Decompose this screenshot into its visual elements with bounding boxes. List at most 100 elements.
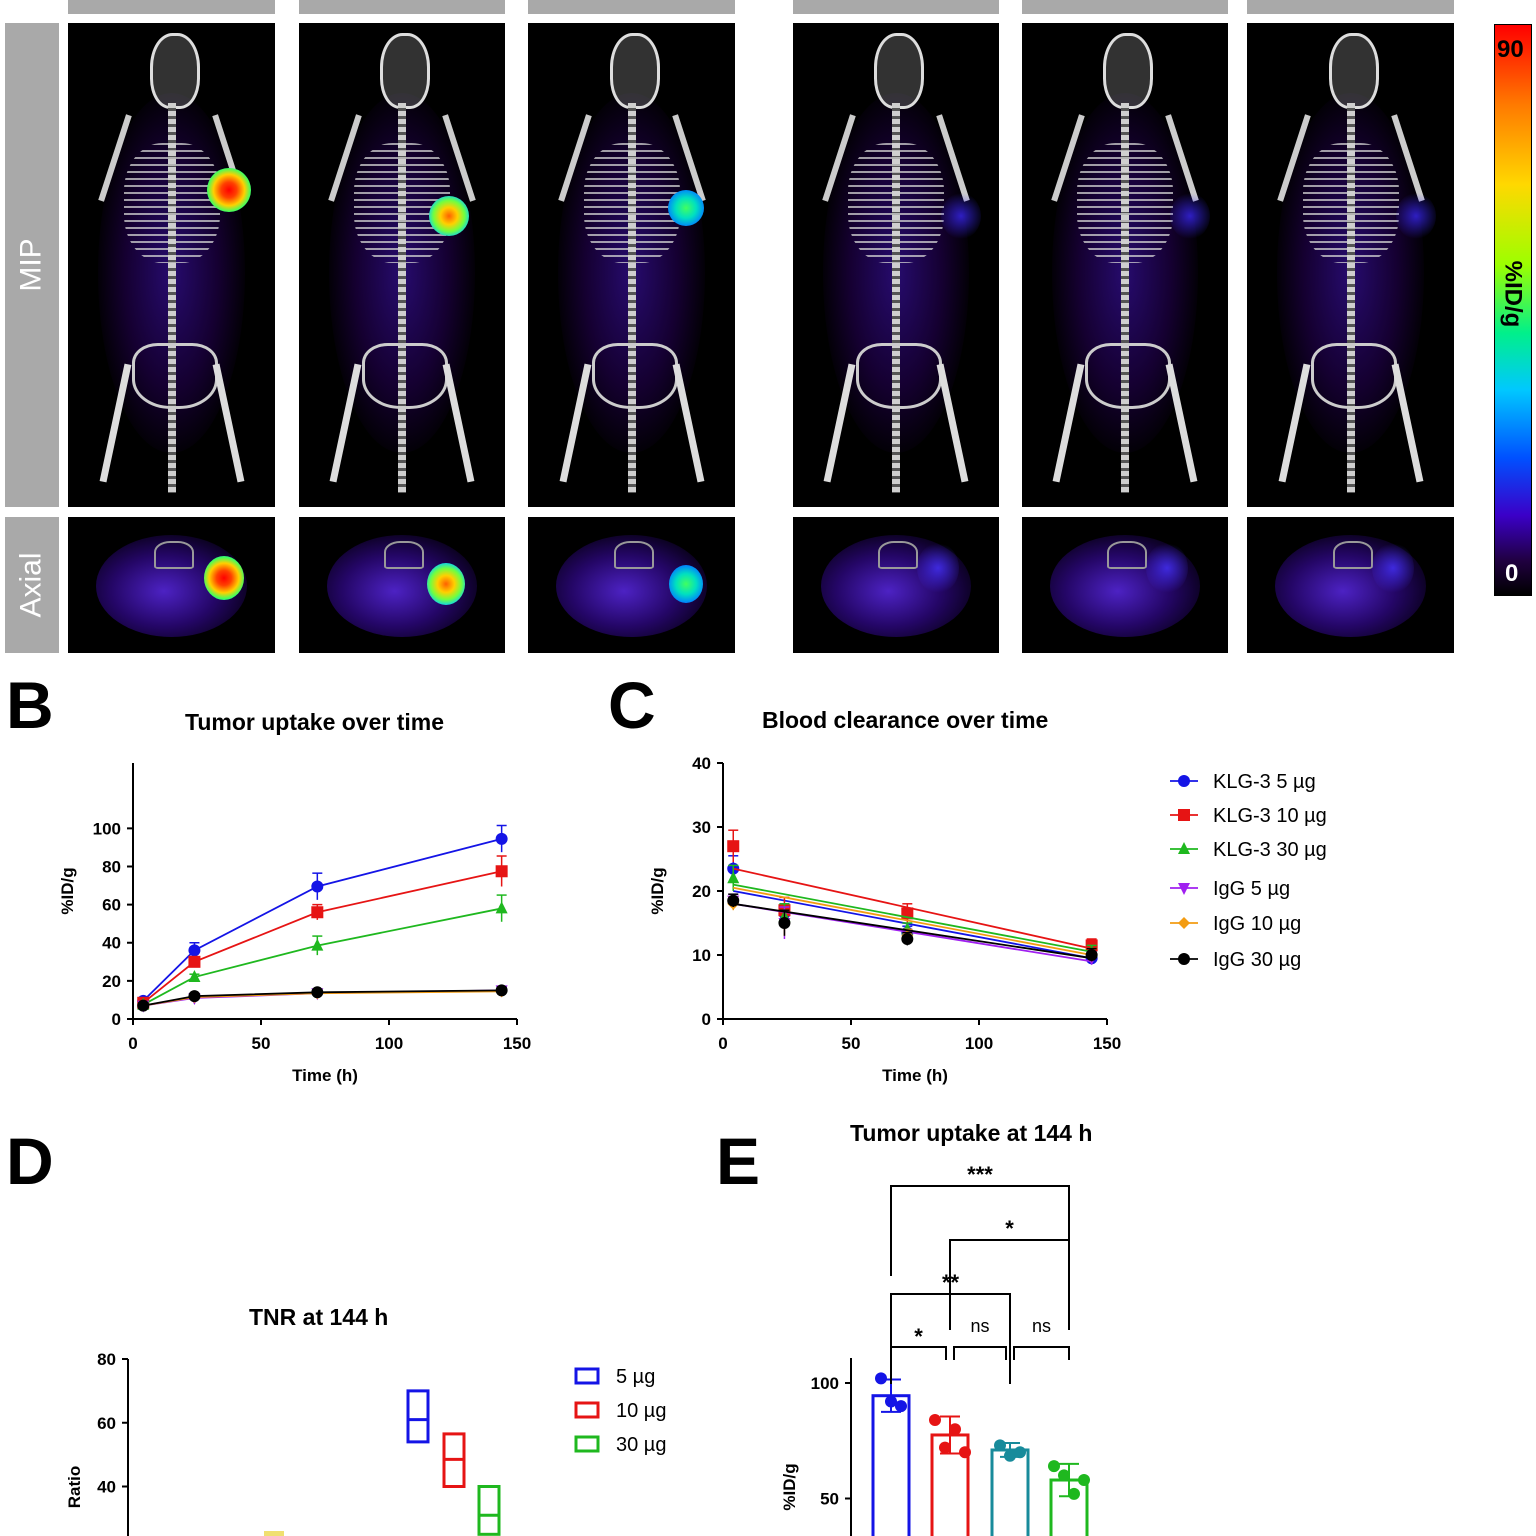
chart-B-y-axis-label: %ID/g <box>58 867 77 914</box>
panel-letter-c: C <box>608 668 656 742</box>
chart-C-x-axis-label: Time (h) <box>882 1066 948 1085</box>
chart-E-y-tick-label: 50 <box>820 1490 839 1509</box>
chart-B-point-0-3 <box>495 832 508 845</box>
chart-B-point-5-2 <box>311 986 324 999</box>
ribcage <box>583 143 680 263</box>
tumor-hotspot <box>207 168 251 212</box>
chart-E-point-3-0 <box>1048 1460 1060 1473</box>
chart-C-legend-label-4: IgG 10 µg <box>1213 913 1301 935</box>
colorbar <box>1494 24 1532 596</box>
chart-E-point-3-1 <box>1058 1469 1070 1482</box>
axial-tumor-faint <box>1372 543 1414 593</box>
chart-E-significance-label-4: ns <box>970 1316 989 1336</box>
spine <box>1121 103 1129 493</box>
chart-C-legend-marker-5 <box>1178 953 1190 965</box>
chart-C-y-tick-label: 20 <box>692 882 711 901</box>
chart-E-point-1-3 <box>959 1446 971 1459</box>
axial-image-1 <box>68 517 275 653</box>
axial-spine <box>613 541 654 569</box>
chart-B-y-tick-label: 0 <box>112 1010 121 1029</box>
ribcage <box>1077 143 1173 263</box>
chart-B-point-0-1 <box>188 944 201 957</box>
axial-tumor-faint <box>917 543 959 593</box>
chart-C-legend-marker-1 <box>1178 809 1190 821</box>
chart-B-y-tick-label: 60 <box>102 896 121 915</box>
row-label-mip: MIP <box>5 23 59 507</box>
chart-E-y-tick-label: 100 <box>811 1374 839 1393</box>
chart-B-point-1-3 <box>495 865 508 878</box>
chart-E-point-1-1 <box>939 1441 951 1454</box>
tumor-faint-signal <box>1170 193 1210 239</box>
axial-spine <box>1107 541 1147 569</box>
chart-C-point-5-1 <box>778 917 791 929</box>
chart-C-point-5-0 <box>727 894 740 907</box>
ribcage <box>848 143 944 263</box>
skull <box>874 33 924 109</box>
axial-tumor-faint <box>1146 543 1188 593</box>
chart-D-legend-swatch-2 <box>574 1435 600 1453</box>
column-header-tab-5 <box>1022 0 1228 14</box>
colorbar-max-label: 90 <box>1497 36 1524 63</box>
chart-D-y-tick-label: 80 <box>97 1350 116 1369</box>
chart-B-point-5-0 <box>137 999 150 1012</box>
chart-D-legend-swatch-1 <box>574 1401 600 1419</box>
tumor-hotspot <box>668 190 704 226</box>
chart-B-point-1-2 <box>311 906 324 919</box>
chart-B-point-1-1 <box>188 955 201 968</box>
chart-D-partial-box <box>264 1531 284 1536</box>
chart-E-y-axis-label: %ID/g <box>780 1463 799 1510</box>
chart-B-series-line-5 <box>143 989 502 1007</box>
chart-C-legend-label-3: IgG 5 µg <box>1213 878 1290 900</box>
chart-E-significance-bracket-4 <box>953 1346 1007 1360</box>
chart-e-title: Tumor uptake at 144 h <box>850 1120 1093 1146</box>
chart-E-significance-bracket-0 <box>890 1185 1070 1276</box>
ribcage <box>123 143 220 263</box>
column-header-tab-4 <box>793 0 999 14</box>
column-header-tab-6 <box>1247 0 1454 14</box>
chart-C-point-1-0 <box>727 840 740 853</box>
tumor-faint-signal <box>941 193 981 239</box>
chart-B-series-line-1 <box>142 870 502 1004</box>
spine <box>167 103 176 493</box>
chart-B-series-line-0 <box>142 837 502 1002</box>
spine <box>627 103 636 493</box>
chart-C-y-tick-label: 10 <box>692 946 711 965</box>
chart-D-y-tick-label: 60 <box>97 1414 116 1433</box>
mip-image-6 <box>1247 23 1454 507</box>
chart-B-x-axis-label: Time (h) <box>292 1066 358 1085</box>
spine <box>892 103 900 493</box>
chart-E-significance-bracket-3 <box>890 1346 947 1360</box>
chart-C-fit-line-5 <box>733 902 1092 960</box>
chart-E-point-1-0 <box>929 1413 941 1426</box>
chart-d-title: TNR at 144 h <box>249 1304 389 1330</box>
chart-D-legend-label-2: 30 µg <box>616 1434 666 1456</box>
axial-image-5 <box>1022 517 1228 653</box>
chart-E-significance-label-0: *** <box>967 1162 993 1187</box>
chart-B-x-tick-label: 150 <box>503 1034 531 1053</box>
tumor-hotspot <box>429 196 469 236</box>
chart-E-significance-label-5: ns <box>1032 1316 1051 1336</box>
panel-letter-d: D <box>6 1124 54 1198</box>
chart-E-bar-0 <box>871 1394 911 1536</box>
chart-C-point-5-2 <box>901 933 914 945</box>
chart-C-fit-line-4 <box>733 886 1092 956</box>
axial-image-3 <box>528 517 735 653</box>
column-header-tab-1 <box>68 0 275 14</box>
chart-D-box-0 <box>406 1389 430 1444</box>
chart-E-significance-bracket-5 <box>1013 1346 1070 1360</box>
skull <box>380 33 430 109</box>
chart-B-x-tick-label: 50 <box>252 1034 271 1053</box>
mip-image-1 <box>68 23 275 507</box>
chart-B-x-tick-label: 0 <box>128 1034 137 1053</box>
axial-image-4 <box>793 517 999 653</box>
ribcage <box>1302 143 1399 263</box>
chart-B-x-tick-label: 100 <box>375 1034 403 1053</box>
chart-C-x-tick-label: 50 <box>842 1034 861 1053</box>
chart-C-legend-marker-2 <box>1178 842 1190 854</box>
chart-D-legend-label-0: 5 µg <box>616 1366 655 1388</box>
chart-D-y-tick-label: 40 <box>97 1478 116 1497</box>
chart-E-point-0-2 <box>895 1400 907 1413</box>
chart-E-significance-label-3: * <box>914 1324 923 1349</box>
skull <box>609 33 660 109</box>
chart-E-point-0-0 <box>875 1372 887 1385</box>
